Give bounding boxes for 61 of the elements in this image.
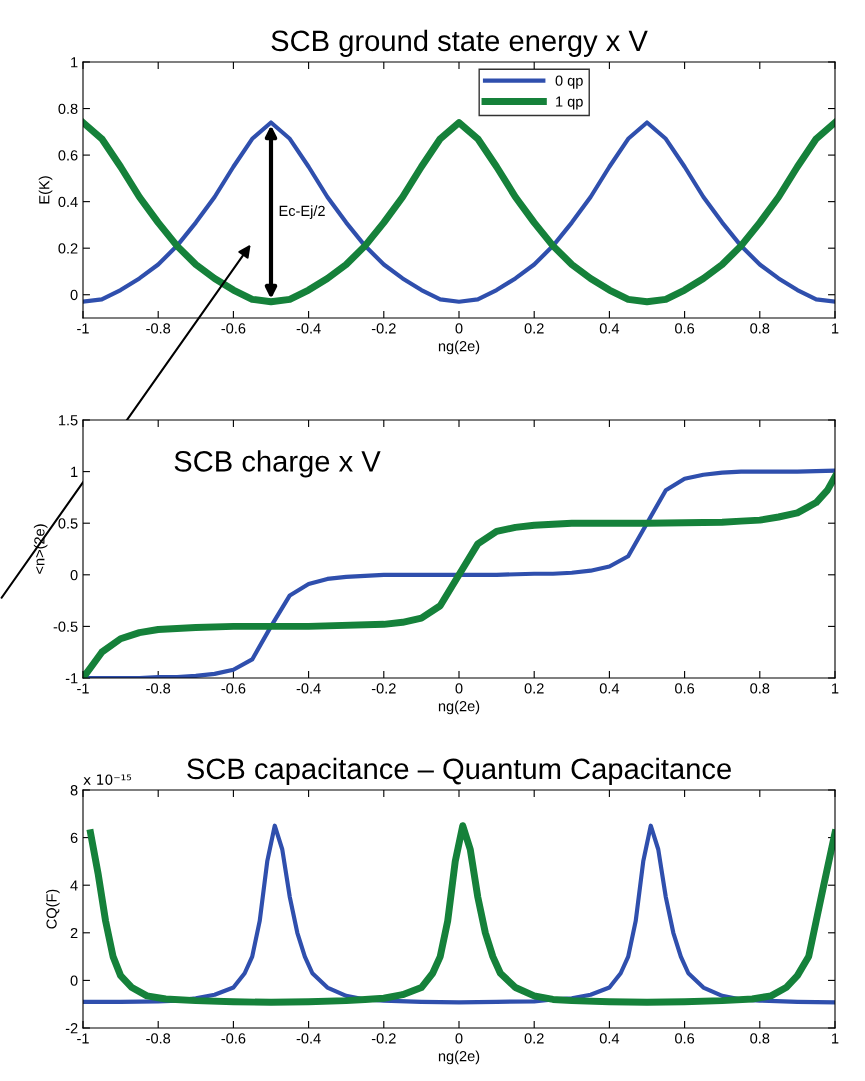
x-tick-label: 1 <box>832 1033 839 1044</box>
x-tick-label: -0.4 <box>296 683 321 694</box>
y-tick-label: 0.8 <box>58 103 78 114</box>
x-tick-label: 0.2 <box>524 323 544 334</box>
x-tick-label: 0.8 <box>750 323 770 334</box>
x-axis-title: ng(2e) <box>438 340 480 355</box>
x-tick-label: 0.6 <box>675 323 695 334</box>
x-tick-label: -0.2 <box>371 323 396 334</box>
x-axis-title: ng(2e) <box>438 700 480 715</box>
y-axis-title: CQ(F) <box>46 889 60 929</box>
x-tick-label: 1 <box>832 323 839 334</box>
y-axis-title: <n>(2e) <box>33 524 48 574</box>
x-tick-label: 0.6 <box>675 1033 695 1044</box>
x-tick-label: 0 <box>455 1033 463 1044</box>
y-tick-label: 1.5 <box>58 415 78 426</box>
y-tick-label: -1 <box>65 673 78 684</box>
y-tick-label: 1 <box>71 466 78 477</box>
y-tick-label: 8 <box>70 785 78 796</box>
x-tick-label: 0.8 <box>750 1033 770 1044</box>
x-tick-label: -0.2 <box>371 683 396 694</box>
x-tick-label: 1 <box>832 683 839 694</box>
x-tick-label: -0.2 <box>371 1033 396 1044</box>
annotation: Ec-Ej/2 <box>279 205 325 219</box>
x-tick-label: 0.6 <box>675 683 695 694</box>
y-tick-label: 1 <box>71 57 78 68</box>
x-tick-label: 0.4 <box>599 683 620 694</box>
y-tick-label: 0.4 <box>58 196 78 208</box>
x-axis-title: ng(2e) <box>438 1050 480 1065</box>
x-tick-label: 0.8 <box>750 683 770 694</box>
chart-title: SCB ground state energy x V <box>271 29 648 57</box>
y-axis-title: E(K) <box>38 176 53 204</box>
y-tick-label: 0.5 <box>58 518 78 529</box>
y-tick-label: 6 <box>70 832 78 844</box>
x-tick-label: -0.4 <box>296 323 321 334</box>
x-tick-label: -0.8 <box>146 323 171 334</box>
chart-title: SCB capacitance – Quantum Capacitance <box>187 757 731 785</box>
x-tick-label: -0.4 <box>296 1033 321 1044</box>
x-tick-label: -0.6 <box>221 1033 246 1044</box>
y-tick-label: 0 <box>70 975 78 986</box>
x-tick-label: -0.6 <box>221 683 246 694</box>
y-tick-label: 0 <box>70 569 78 581</box>
legend-label: 0 qp <box>555 75 583 89</box>
x-tick-label: 0.2 <box>524 1033 544 1044</box>
x-tick-label: -0.6 <box>221 323 246 334</box>
y-tick-label: 4 <box>70 880 78 891</box>
text: SCB charge x V <box>174 450 381 478</box>
y-tick-label: 2 <box>70 927 78 939</box>
y-tick-label: -2 <box>65 1023 78 1034</box>
x-tick-label: -0.8 <box>146 683 171 694</box>
x-tick-label: 0.2 <box>524 683 544 694</box>
y-tick-label: 0.2 <box>58 243 78 254</box>
x-tick-label: 0.4 <box>599 323 620 334</box>
x-tick-label: -0.8 <box>146 1033 171 1044</box>
text: x 10⁻¹⁵ <box>83 774 132 785</box>
y-tick-label: 0.6 <box>58 150 78 161</box>
x-tick-label: 0 <box>455 683 463 694</box>
x-tick-label: 0.4 <box>599 1033 620 1044</box>
legend-label: 1 qp <box>556 96 583 110</box>
y-tick-label: -0.5 <box>53 621 78 632</box>
x-tick-label: 0 <box>455 323 463 334</box>
y-tick-label: 0 <box>70 289 78 301</box>
